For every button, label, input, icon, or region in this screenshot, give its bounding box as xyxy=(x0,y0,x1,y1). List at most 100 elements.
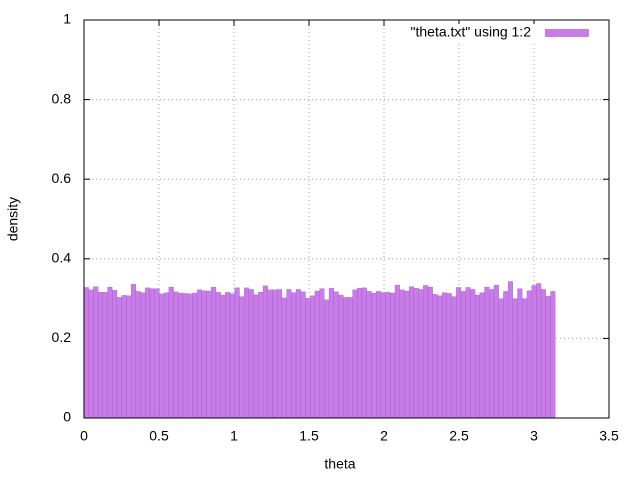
bar xyxy=(385,292,391,419)
bar xyxy=(390,292,396,419)
legend-background xyxy=(390,24,600,42)
bar xyxy=(347,297,353,419)
bar xyxy=(116,297,122,419)
bar xyxy=(394,284,400,419)
bar xyxy=(493,284,499,419)
bar xyxy=(234,287,240,419)
bar xyxy=(201,290,207,419)
bar xyxy=(470,289,476,419)
bar xyxy=(211,286,217,419)
bar xyxy=(149,288,155,419)
bar xyxy=(286,289,292,419)
bar xyxy=(474,294,480,419)
bar xyxy=(418,289,424,419)
bar xyxy=(300,291,306,419)
y-tick-label: 0.6 xyxy=(52,170,72,186)
bar xyxy=(187,293,193,419)
bar xyxy=(178,292,184,419)
bar xyxy=(173,291,179,419)
bar xyxy=(93,286,99,419)
bar xyxy=(489,289,495,419)
bar xyxy=(145,287,151,419)
bar xyxy=(305,298,311,419)
bar xyxy=(107,286,113,419)
bar xyxy=(192,292,198,419)
bar xyxy=(371,292,377,419)
bar xyxy=(291,292,297,419)
bar xyxy=(272,289,278,419)
bar xyxy=(409,286,415,419)
bar xyxy=(140,292,146,419)
bar xyxy=(182,293,188,419)
x-tick-label: 0.5 xyxy=(149,428,169,444)
bar xyxy=(503,291,509,419)
bar xyxy=(328,288,334,419)
bar xyxy=(319,288,325,419)
bar xyxy=(517,288,523,419)
bar xyxy=(163,292,169,419)
bar xyxy=(314,290,320,419)
y-tick-label: 1 xyxy=(63,11,71,27)
bar xyxy=(361,287,367,419)
bar xyxy=(277,289,283,419)
plot-border xyxy=(83,19,610,419)
bar xyxy=(479,292,485,419)
bar xyxy=(343,297,349,419)
bar xyxy=(295,289,301,419)
bar xyxy=(159,293,165,419)
bar xyxy=(338,294,344,419)
x-tick-label: 3 xyxy=(530,428,538,444)
bar xyxy=(267,289,273,419)
bar xyxy=(366,291,372,419)
bar xyxy=(437,295,443,419)
legend-swatch xyxy=(545,29,589,37)
y-tick-label: 0.8 xyxy=(52,90,72,106)
bar xyxy=(540,289,546,419)
bar xyxy=(456,287,462,419)
x-tick-label: 0 xyxy=(80,428,88,444)
x-axis-label: theta xyxy=(324,456,355,472)
bar xyxy=(97,292,104,419)
bar xyxy=(498,298,504,419)
bar xyxy=(380,292,386,419)
bar xyxy=(244,287,250,419)
bar xyxy=(376,291,382,419)
bar xyxy=(130,284,136,419)
bar xyxy=(196,289,202,419)
bar xyxy=(507,281,513,419)
x-tick-label: 1.5 xyxy=(299,428,319,444)
bar xyxy=(262,285,268,419)
bar xyxy=(465,287,471,419)
bar xyxy=(413,288,419,419)
bar xyxy=(121,295,127,419)
y-axis-label: density xyxy=(5,197,21,241)
bar xyxy=(126,295,132,419)
bar xyxy=(229,293,235,419)
bar xyxy=(215,292,221,419)
bar xyxy=(333,291,339,419)
bar xyxy=(451,296,457,419)
bar xyxy=(102,292,108,419)
bar xyxy=(432,294,438,419)
bar xyxy=(253,294,259,419)
bar xyxy=(536,283,542,419)
bar xyxy=(512,298,518,419)
x-tick-label: 1 xyxy=(230,428,238,444)
bar xyxy=(357,288,363,419)
bar xyxy=(399,289,405,419)
bar xyxy=(484,286,490,419)
bar xyxy=(423,285,429,419)
bar xyxy=(281,297,287,419)
legend-label: "theta.txt" using 1:2 xyxy=(411,24,532,40)
bar xyxy=(550,291,556,419)
bar xyxy=(404,290,410,419)
bar xyxy=(88,289,94,419)
x-tick-label: 2.5 xyxy=(449,428,469,444)
bar xyxy=(206,290,212,419)
bar xyxy=(531,285,537,419)
bar xyxy=(352,289,358,419)
bar xyxy=(258,292,264,419)
bar xyxy=(427,286,433,419)
bar xyxy=(112,290,118,419)
